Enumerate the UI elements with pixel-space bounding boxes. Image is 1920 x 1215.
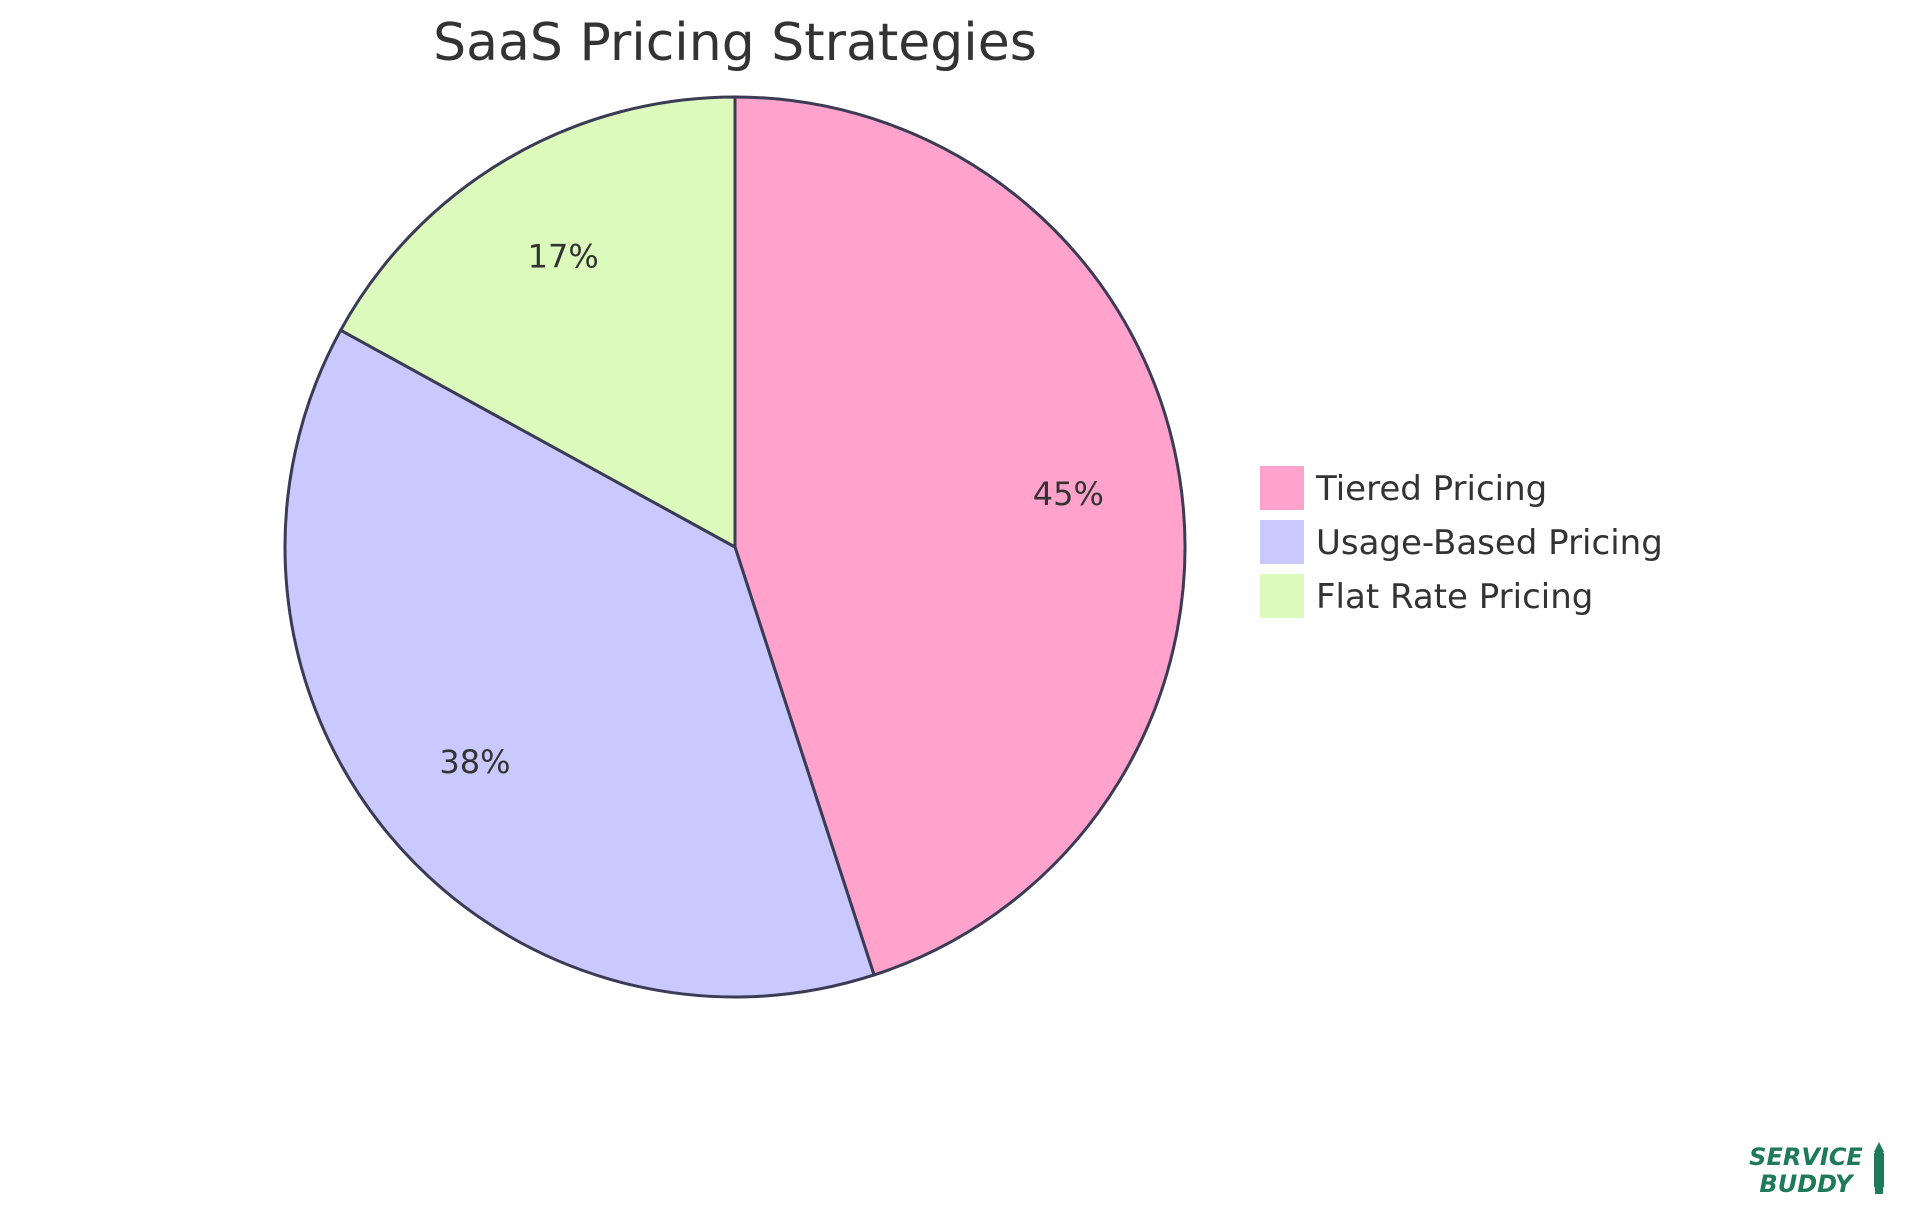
legend-swatch-1 — [1260, 520, 1304, 564]
slice-label-1: 38% — [439, 743, 510, 781]
legend: Tiered Pricing Usage-Based Pricing Flat Ra… — [1260, 466, 1663, 618]
slice-label-0: 45% — [1033, 475, 1104, 513]
service-buddy-logo: SERVICE BUDDY — [1749, 1142, 1884, 1198]
legend-label-1: Usage-Based Pricing — [1316, 523, 1663, 563]
logo-text-line1: SERVICE — [1749, 1143, 1863, 1171]
legend-swatch-0 — [1260, 466, 1304, 510]
legend-swatch-2 — [1260, 574, 1304, 618]
pie-slices — [283, 95, 1187, 999]
pencil-icon — [1874, 1142, 1884, 1194]
slice-label-2: 17% — [528, 237, 599, 275]
pie-slice-0 — [733, 95, 1187, 977]
chart-title: SaaS Pricing Strategies — [433, 13, 1037, 73]
legend-label-0: Tiered Pricing — [1315, 469, 1547, 509]
legend-label-2: Flat Rate Pricing — [1316, 577, 1593, 617]
pie-slice-1 — [283, 328, 876, 999]
pie-slice-labels: 45% 38% 17% — [439, 237, 1104, 781]
pie-slice-2 — [338, 95, 737, 550]
logo-text-line2: BUDDY — [1759, 1170, 1855, 1198]
